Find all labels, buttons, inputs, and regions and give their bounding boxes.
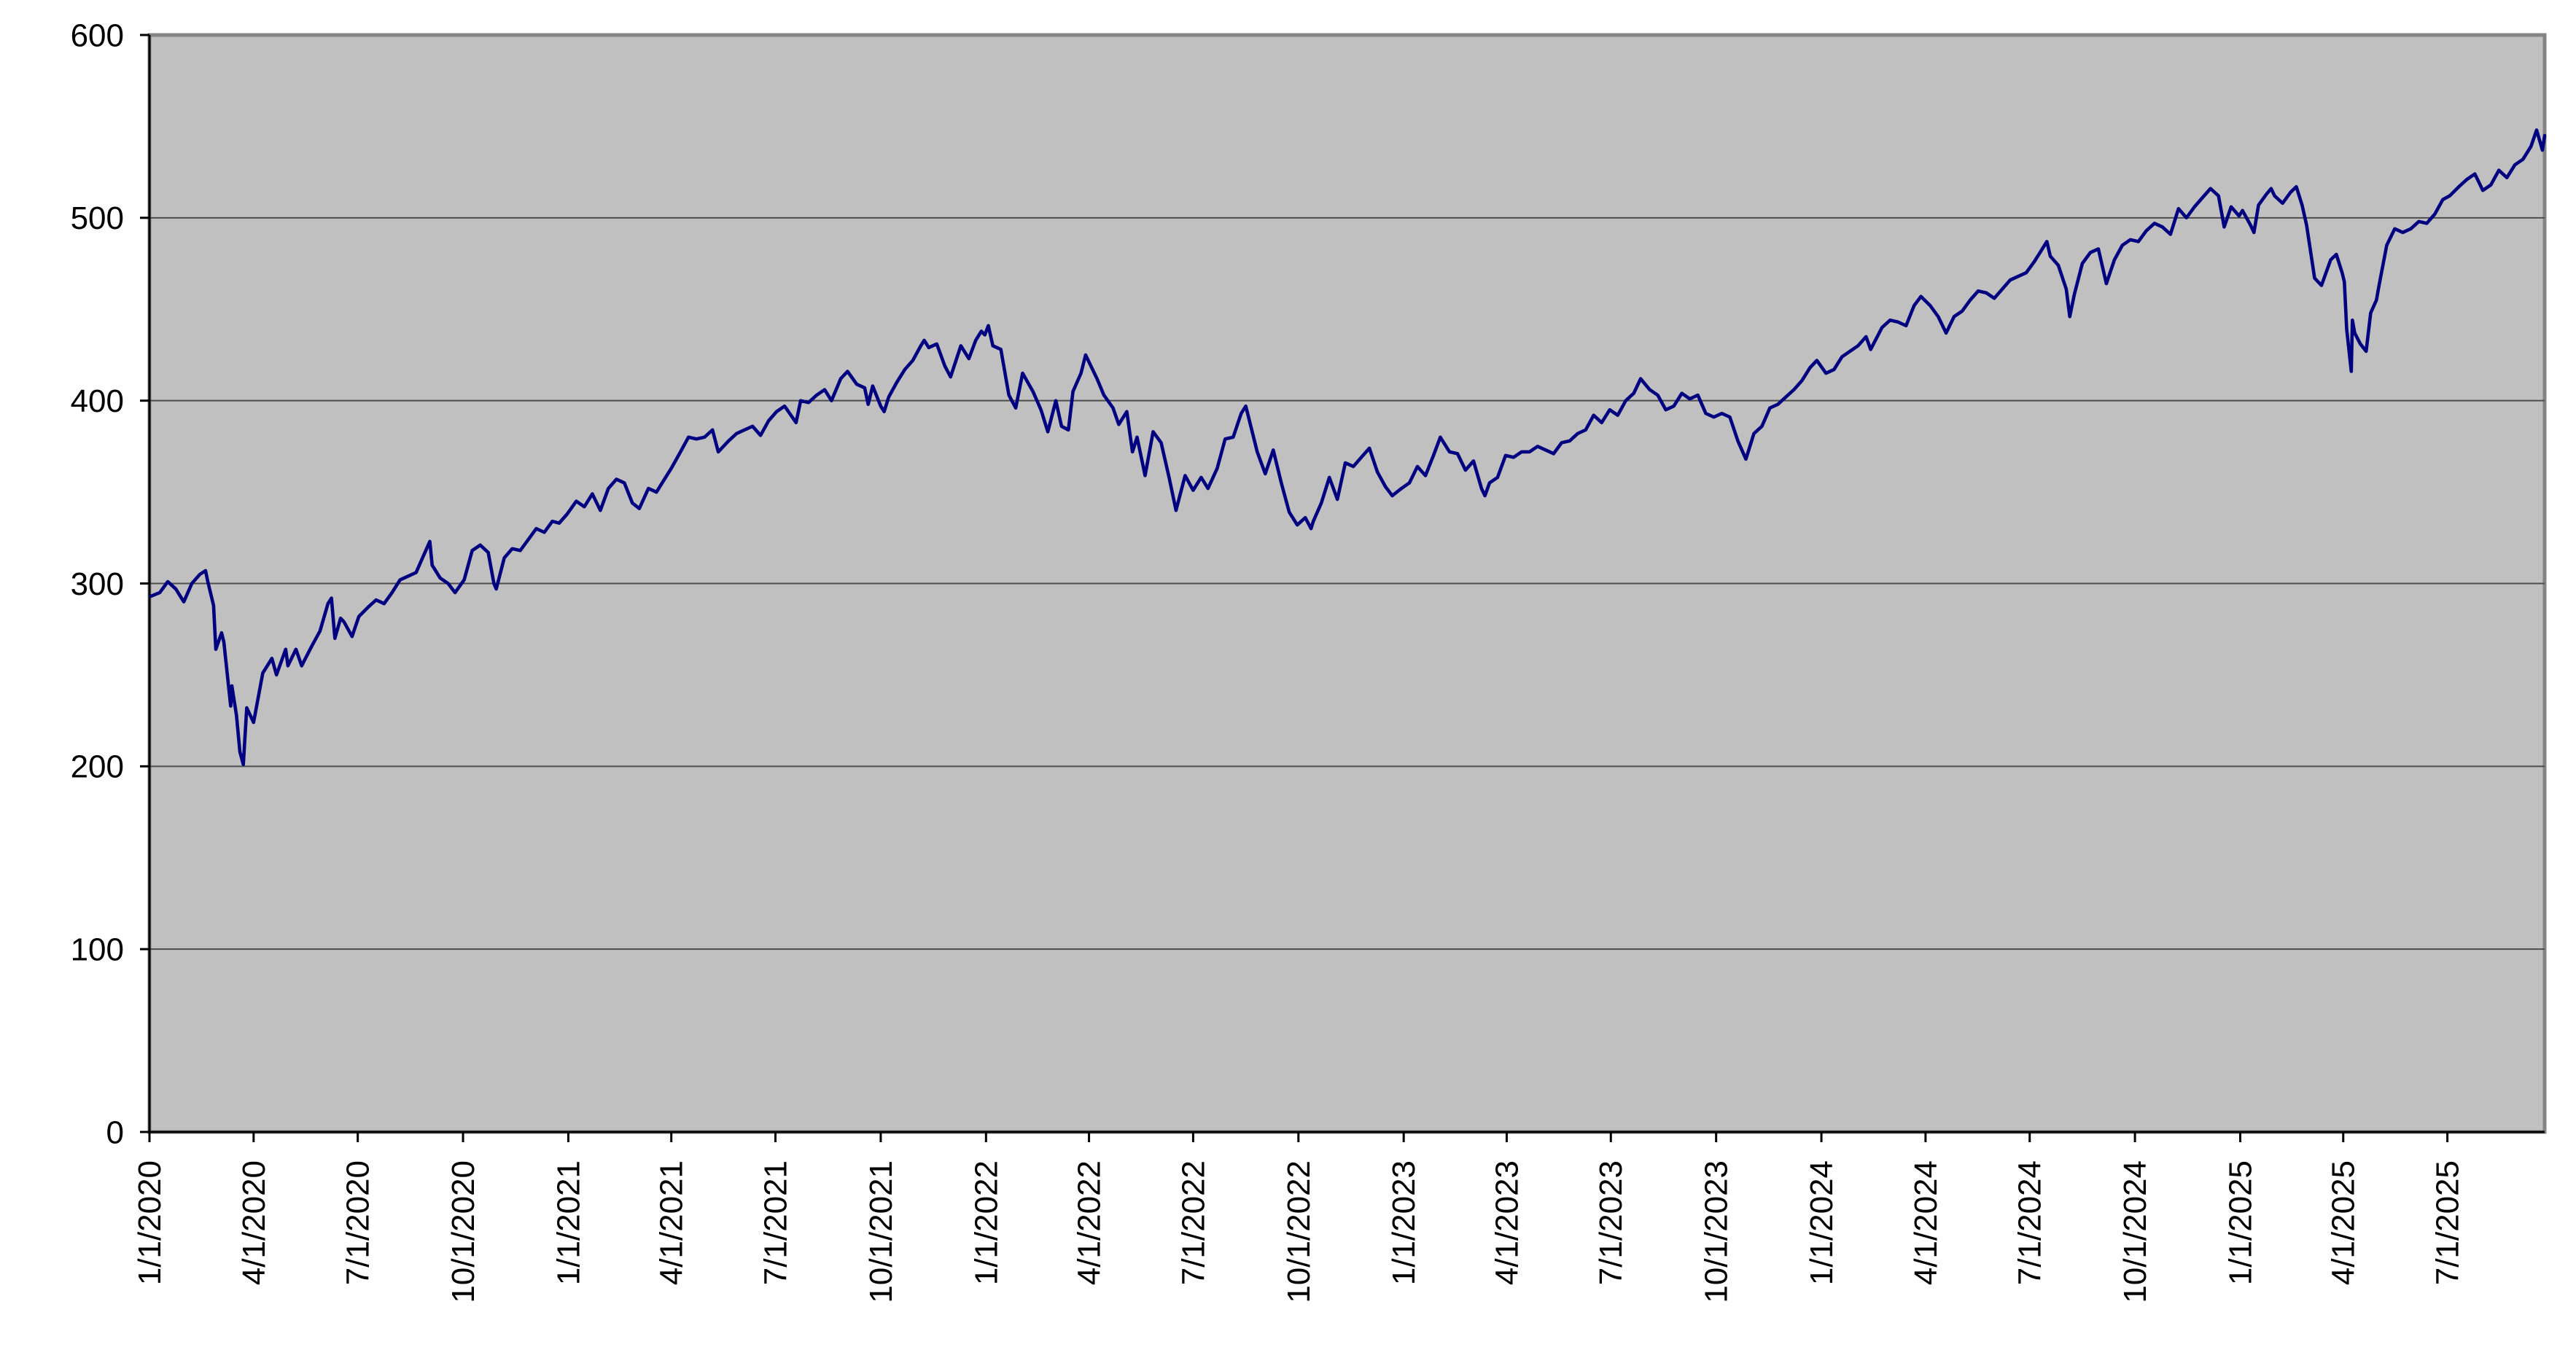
y-axis-label: 500 bbox=[71, 200, 124, 236]
x-axis-label: 10/1/2024 bbox=[2117, 1160, 2153, 1303]
x-axis-label: 7/1/2023 bbox=[1593, 1160, 1629, 1285]
x-axis-label: 1/1/2024 bbox=[1804, 1160, 1840, 1285]
y-axis-label: 200 bbox=[71, 749, 124, 785]
x-axis-label: 4/1/2020 bbox=[236, 1160, 272, 1285]
x-axis: 1/1/2020 4/1/2020 7/1/2020 10/1/2020 1/1/202… bbox=[132, 1132, 2466, 1303]
x-axis-label: 10/1/2020 bbox=[445, 1160, 481, 1303]
x-axis-label: 7/1/2025 bbox=[2430, 1160, 2466, 1285]
x-axis-label: 1/1/2022 bbox=[968, 1160, 1004, 1285]
y-axis-label: 100 bbox=[71, 932, 124, 968]
y-axis: 0 100 200 300 400 500 600 bbox=[71, 17, 149, 1150]
x-axis-label: 4/1/2024 bbox=[1908, 1160, 1944, 1285]
x-axis-label: 7/1/2021 bbox=[758, 1160, 793, 1285]
x-axis-label: 1/1/2025 bbox=[2222, 1160, 2258, 1285]
x-axis-label: 1/1/2023 bbox=[1386, 1160, 1422, 1285]
y-axis-label: 0 bbox=[106, 1114, 124, 1150]
x-axis-label: 4/1/2023 bbox=[1489, 1160, 1525, 1285]
x-axis-label: 1/1/2021 bbox=[550, 1160, 586, 1285]
gridlines bbox=[149, 216, 2545, 950]
y-axis-label: 300 bbox=[71, 566, 124, 602]
x-axis-label: 4/1/2025 bbox=[2326, 1160, 2362, 1285]
x-axis-label: 7/1/2024 bbox=[2012, 1160, 2048, 1285]
series-line-daily-close bbox=[149, 128, 2547, 767]
x-axis-label: 7/1/2022 bbox=[1175, 1160, 1211, 1285]
x-axis-label: 10/1/2022 bbox=[1281, 1160, 1317, 1303]
x-axis-label: 10/1/2023 bbox=[1699, 1160, 1735, 1303]
x-axis-label: 4/1/2021 bbox=[654, 1160, 690, 1285]
y-axis-label: 400 bbox=[71, 383, 124, 419]
y-axis-label: 600 bbox=[71, 17, 124, 53]
x-axis-label: 10/1/2021 bbox=[863, 1160, 899, 1303]
x-axis-label: 4/1/2022 bbox=[1072, 1160, 1108, 1285]
x-axis-label: 7/1/2020 bbox=[341, 1160, 376, 1285]
x-axis-label: 1/1/2020 bbox=[132, 1160, 168, 1285]
